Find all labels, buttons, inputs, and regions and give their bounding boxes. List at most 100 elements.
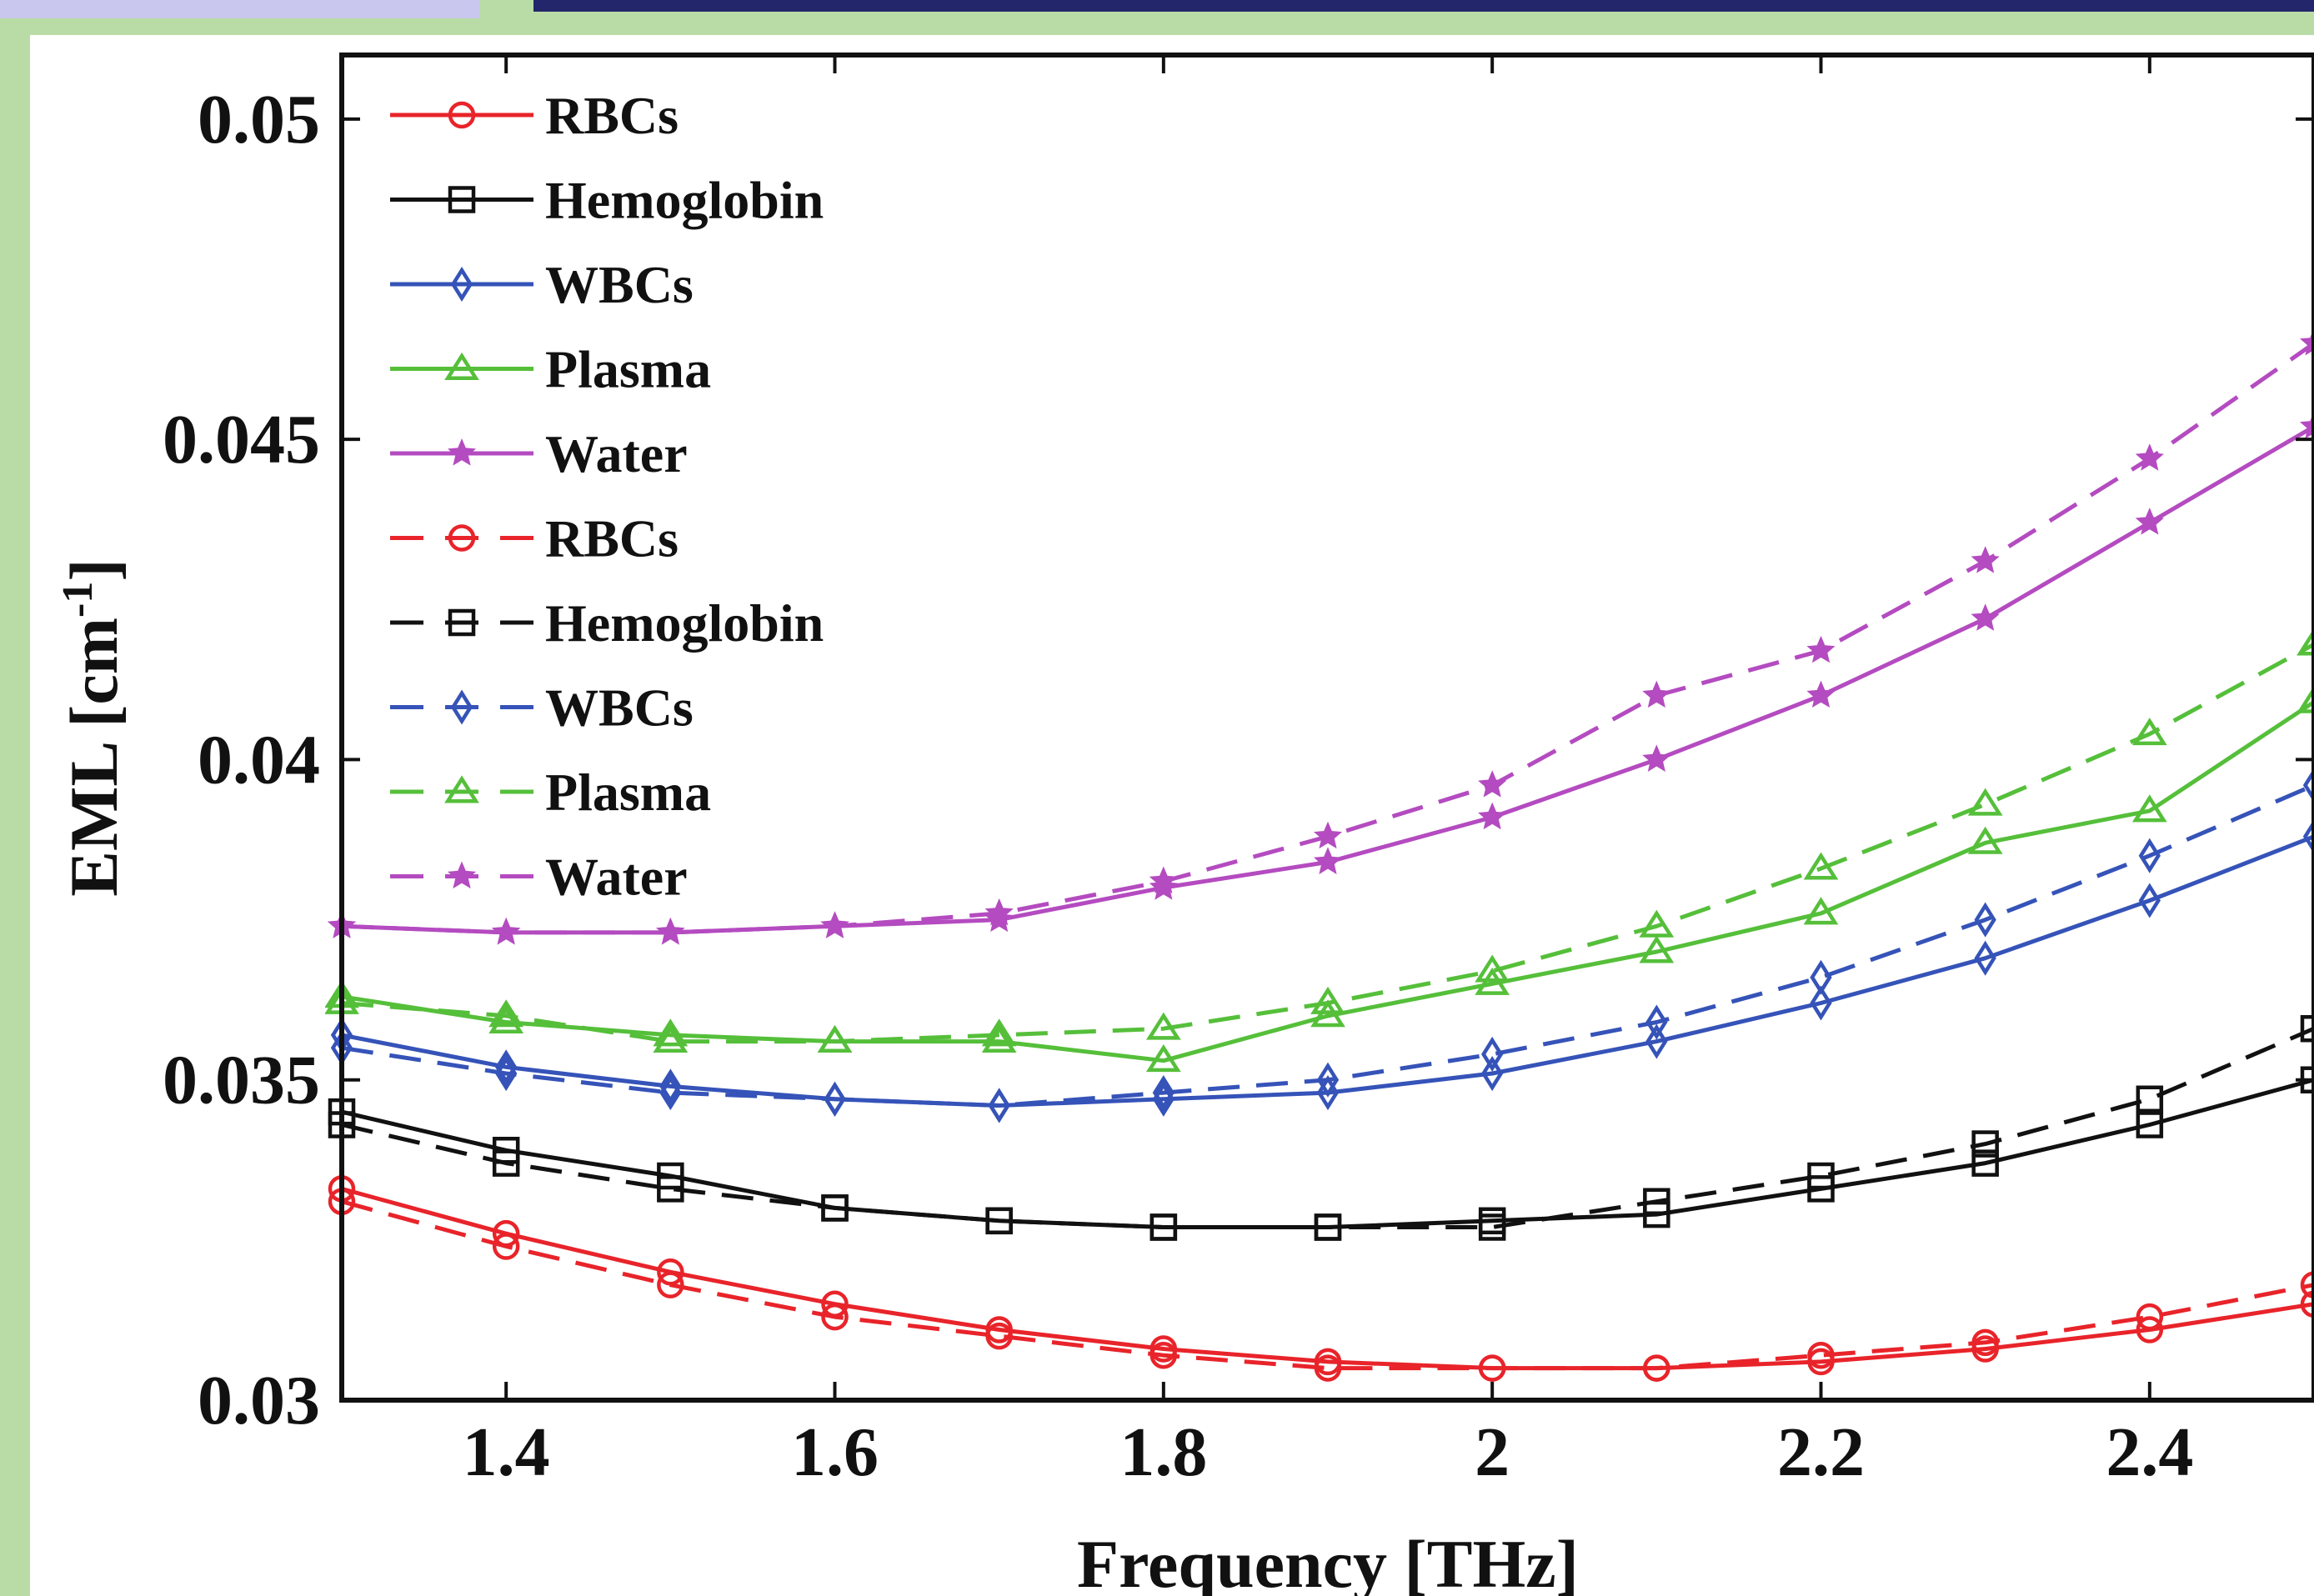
eml-frequency-chart: 1.4 1.6 1.8 2 2.2 2.4 0.03 0.035 0.04 0.045 0.05 R…: [54, 53, 2314, 1596]
legend-label: WBCs: [545, 255, 694, 314]
data-point-diamond: [1316, 1062, 1340, 1098]
data-point-diamond: [2302, 818, 2314, 854]
data-point-triangle: [1639, 935, 1675, 963]
legend-marker-triangle: [444, 775, 479, 803]
data-point-square: [2136, 1111, 2164, 1138]
data-point-triangle: [817, 1024, 853, 1053]
data-point-triangle: [1803, 852, 1839, 880]
data-point-diamond: [1481, 1055, 1504, 1092]
data-point-circle: [492, 1233, 520, 1260]
legend: RBCs Hemoglobin WBCs Plasma Water RBCs Hemoglo…: [390, 86, 824, 907]
data-point-square: [1314, 1213, 1342, 1241]
data-point-diamond: [1974, 940, 1996, 976]
data-point-triangle: [1145, 1044, 1181, 1073]
data-point-square: [985, 1207, 1013, 1235]
data-point-diamond: [495, 1055, 518, 1092]
data-point-star: [1642, 680, 1671, 708]
legend-label: Hemoglobin: [545, 171, 824, 230]
data-point-circle: [2300, 1271, 2314, 1298]
legend-label: RBCs: [545, 509, 679, 568]
legend-label: Water: [545, 424, 688, 483]
data-point-triangle: [2131, 794, 2167, 823]
series-rbcs-dashed: [328, 1188, 2314, 1382]
data-point-star: [2299, 328, 2314, 356]
legend-label: RBCs: [545, 86, 679, 145]
legend-label: Plasma: [545, 340, 711, 399]
data-point-star: [2299, 411, 2314, 439]
x-tick-label: 1.4: [463, 1413, 550, 1491]
series-hemoglobin-dashed: [328, 1014, 2314, 1241]
data-point-triangle: [653, 1024, 689, 1053]
legend-item: RBCs: [390, 509, 679, 568]
data-point-star: [1642, 744, 1671, 772]
data-point-star: [1971, 546, 2000, 573]
y-axis-title: EML [cm-1]: [54, 558, 132, 896]
series-rbcs-solid: [328, 1175, 2314, 1382]
data-point-circle: [1807, 1341, 1835, 1369]
series-line: [341, 642, 2314, 1044]
legend-item: Plasma: [390, 340, 711, 399]
top-strip-right: [533, 0, 2314, 12]
data-point-diamond: [1810, 985, 1832, 1021]
data-point-triangle: [981, 1018, 1017, 1047]
data-point-square: [1971, 1130, 1999, 1158]
data-point-triangle: [1967, 826, 2003, 854]
legend-item: WBCs: [390, 255, 694, 314]
data-point-square: [492, 1149, 520, 1177]
data-point-diamond: [1810, 959, 1832, 995]
chart-panel: 1.4 1.6 1.8 2 2.2 2.4 0.03 0.035 0.04 0.045 0.05 R…: [30, 35, 2314, 1596]
data-point-circle: [1478, 1354, 1506, 1382]
legend-label: Water: [545, 848, 688, 907]
y-tick-label: 0.04: [198, 721, 320, 798]
data-point-star: [1478, 770, 1507, 798]
legend-marker-star: [447, 861, 477, 889]
data-point-diamond: [2138, 838, 2161, 873]
data-point-square: [1971, 1149, 1999, 1177]
series-line: [341, 1026, 2314, 1229]
data-point-star: [1806, 635, 1836, 663]
data-point-circle: [1314, 1354, 1342, 1382]
data-point-square: [1643, 1188, 1670, 1215]
data-point-circle: [2300, 1290, 2314, 1318]
series-layer: [325, 328, 2314, 1382]
series-line: [341, 1199, 2314, 1371]
y-tick-label: 0.035: [163, 1042, 320, 1119]
data-point-diamond: [1152, 1075, 1175, 1111]
y-tick-label: 0.03: [198, 1362, 320, 1439]
data-point-star: [2135, 443, 2164, 471]
legend-marker-circle: [448, 524, 476, 552]
legend-item: Hemoglobin: [390, 593, 824, 653]
series-line: [341, 700, 2314, 1063]
data-point-star: [492, 917, 521, 945]
data-point-star: [1971, 603, 2000, 631]
data-point-circle: [1971, 1328, 1999, 1357]
data-point-square: [2300, 1014, 2314, 1043]
data-point-square: [1149, 1213, 1178, 1241]
data-point-star: [984, 898, 1014, 926]
data-point-triangle: [2296, 685, 2314, 713]
data-point-diamond: [1645, 1004, 1668, 1040]
y-tick-label: 0.05: [198, 81, 320, 158]
legend-item: RBCs: [390, 86, 679, 145]
data-point-star: [656, 917, 685, 945]
data-point-diamond: [1974, 902, 1996, 938]
data-point-diamond: [988, 1088, 1010, 1123]
data-point-triangle: [1310, 986, 1345, 1014]
data-point-diamond: [659, 1075, 682, 1111]
data-point-triangle: [1967, 788, 2003, 816]
data-point-star: [2135, 508, 2164, 535]
legend-marker-triangle: [444, 352, 479, 380]
data-point-square: [1807, 1162, 1835, 1190]
data-point-triangle: [981, 1024, 1017, 1053]
legend-label: Hemoglobin: [545, 593, 824, 653]
y-axis-title-superscript: -1: [54, 582, 102, 618]
x-tick-label: 1.6: [791, 1413, 879, 1491]
x-tick-label: 1.8: [1119, 1413, 1207, 1491]
axis-ticks: 1.4 1.6 1.8 2 2.2 2.4 0.03 0.035 0.04 0.045 0.05: [163, 55, 2314, 1491]
data-point-circle: [2136, 1303, 2164, 1331]
top-strip-left: [0, 0, 479, 18]
data-point-diamond: [659, 1068, 682, 1104]
data-point-circle: [821, 1303, 849, 1331]
legend-marker-star: [447, 438, 477, 466]
data-point-circle: [1149, 1341, 1178, 1369]
